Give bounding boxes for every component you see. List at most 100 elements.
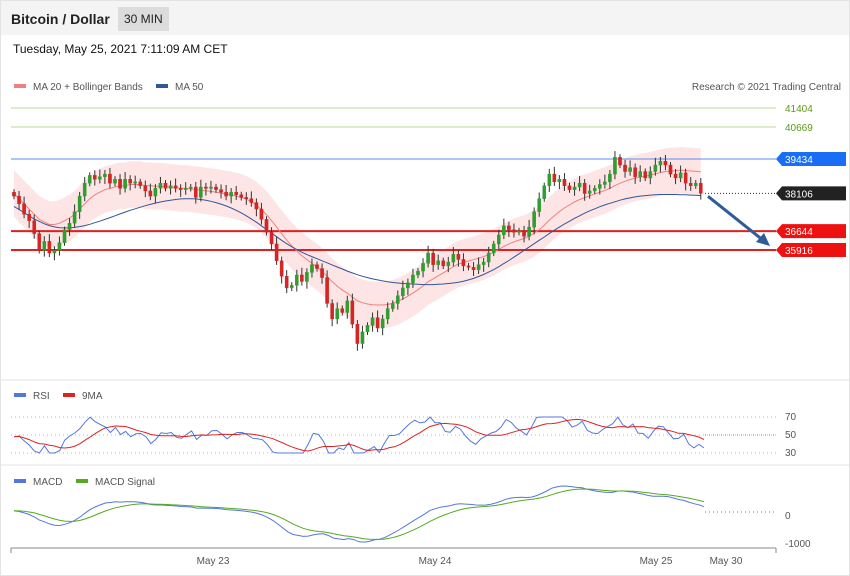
candle-body	[522, 230, 526, 237]
candle-body	[82, 182, 87, 197]
rsi-tick-70: 70	[785, 412, 797, 423]
legend-swatch-ma50	[156, 84, 168, 88]
candle-body	[572, 186, 577, 190]
legend-label-ma20: MA 20 + Bollinger Bands	[33, 82, 143, 93]
level-tag-label: 39434	[785, 155, 813, 166]
candle-body	[476, 264, 481, 271]
candle-body	[648, 171, 653, 179]
candle-body	[668, 164, 673, 175]
candle-body	[456, 254, 461, 260]
candle-body	[375, 317, 380, 329]
candle-body	[542, 185, 547, 199]
projection-arrow-shaft	[707, 195, 765, 243]
candle-body	[168, 185, 173, 189]
candle-body	[42, 241, 47, 251]
level-tag	[776, 152, 846, 166]
candle-body	[678, 172, 683, 179]
candle-body	[557, 179, 562, 183]
candle-body	[603, 181, 607, 185]
candle-body	[441, 260, 446, 267]
candle-body	[340, 308, 345, 313]
candle-body	[416, 270, 420, 276]
candle-body	[320, 268, 324, 278]
candle-body	[284, 276, 289, 289]
candle-body	[224, 192, 228, 197]
candle-body	[128, 179, 132, 184]
candle-body	[431, 252, 435, 265]
legend-swatch-macd-signal	[76, 479, 88, 483]
candle-body	[153, 188, 158, 197]
candle-body	[72, 211, 77, 224]
ma20-line	[13, 169, 701, 306]
candle-body	[577, 182, 582, 188]
candle-body	[461, 259, 466, 267]
candle-body	[693, 182, 698, 186]
candle-body	[592, 188, 597, 192]
candle-body	[643, 171, 648, 179]
candle-body	[618, 157, 622, 166]
candle-body	[365, 325, 370, 333]
candle-body	[653, 164, 658, 172]
candle-body	[421, 263, 425, 272]
candle-body	[264, 219, 269, 233]
candle-body	[163, 182, 168, 189]
candle-body	[143, 185, 148, 192]
legend-swatch-ma20	[14, 84, 26, 88]
candle-body	[380, 318, 385, 329]
candle-body	[446, 261, 451, 267]
candle-body	[27, 214, 31, 221]
level-tag	[776, 243, 846, 257]
candle-body	[406, 282, 410, 289]
candle-body	[92, 175, 97, 180]
candle-body	[517, 230, 521, 233]
timeframe-button[interactable]: 30 MIN	[118, 7, 169, 31]
candle-body	[289, 285, 294, 289]
candle-body	[158, 182, 163, 189]
candle-body	[12, 192, 16, 197]
candle-body	[37, 233, 42, 251]
legend-swatch-9ma	[63, 393, 75, 397]
candle-body	[259, 208, 264, 220]
candle-body	[234, 192, 239, 195]
candle-body	[527, 226, 531, 237]
candle-body	[47, 241, 52, 254]
ma50-line	[13, 194, 701, 286]
candle-body	[108, 173, 112, 184]
candle-body	[562, 179, 567, 186]
candle-body	[219, 189, 223, 193]
candle-body	[688, 182, 693, 186]
candle-body	[471, 267, 476, 271]
candle-body	[123, 179, 127, 189]
candle-body	[507, 225, 511, 230]
candle-body	[567, 185, 572, 190]
candle-body	[315, 264, 319, 269]
x-tick-label: May 23	[197, 556, 230, 567]
candle-body	[17, 195, 21, 205]
candle-body	[67, 223, 72, 230]
candle-body	[32, 220, 36, 234]
candle-body	[133, 181, 138, 184]
candle-body	[486, 252, 491, 263]
candle-body	[502, 225, 506, 236]
candle-body	[532, 211, 536, 228]
candle-body	[249, 198, 254, 203]
candle-body	[229, 192, 233, 197]
legend-swatch-macd	[14, 479, 26, 483]
legend-label-rsi: RSI	[33, 391, 50, 402]
candle-body	[300, 274, 304, 282]
candle-body	[699, 182, 703, 194]
macd-tick-0: 0	[785, 511, 791, 522]
candle-body	[466, 265, 471, 268]
level-tag	[776, 186, 846, 201]
candle-body	[330, 303, 334, 320]
projection-arrow-head	[756, 233, 770, 246]
candle-body	[623, 164, 627, 172]
candle-body	[537, 198, 541, 212]
candle-body	[113, 179, 117, 184]
candle-body	[385, 308, 390, 320]
candle-body	[390, 303, 395, 309]
candle-body	[138, 181, 143, 186]
candle-body	[491, 243, 496, 254]
level-tag-label: 38106	[785, 189, 813, 200]
candle-body	[199, 186, 203, 198]
